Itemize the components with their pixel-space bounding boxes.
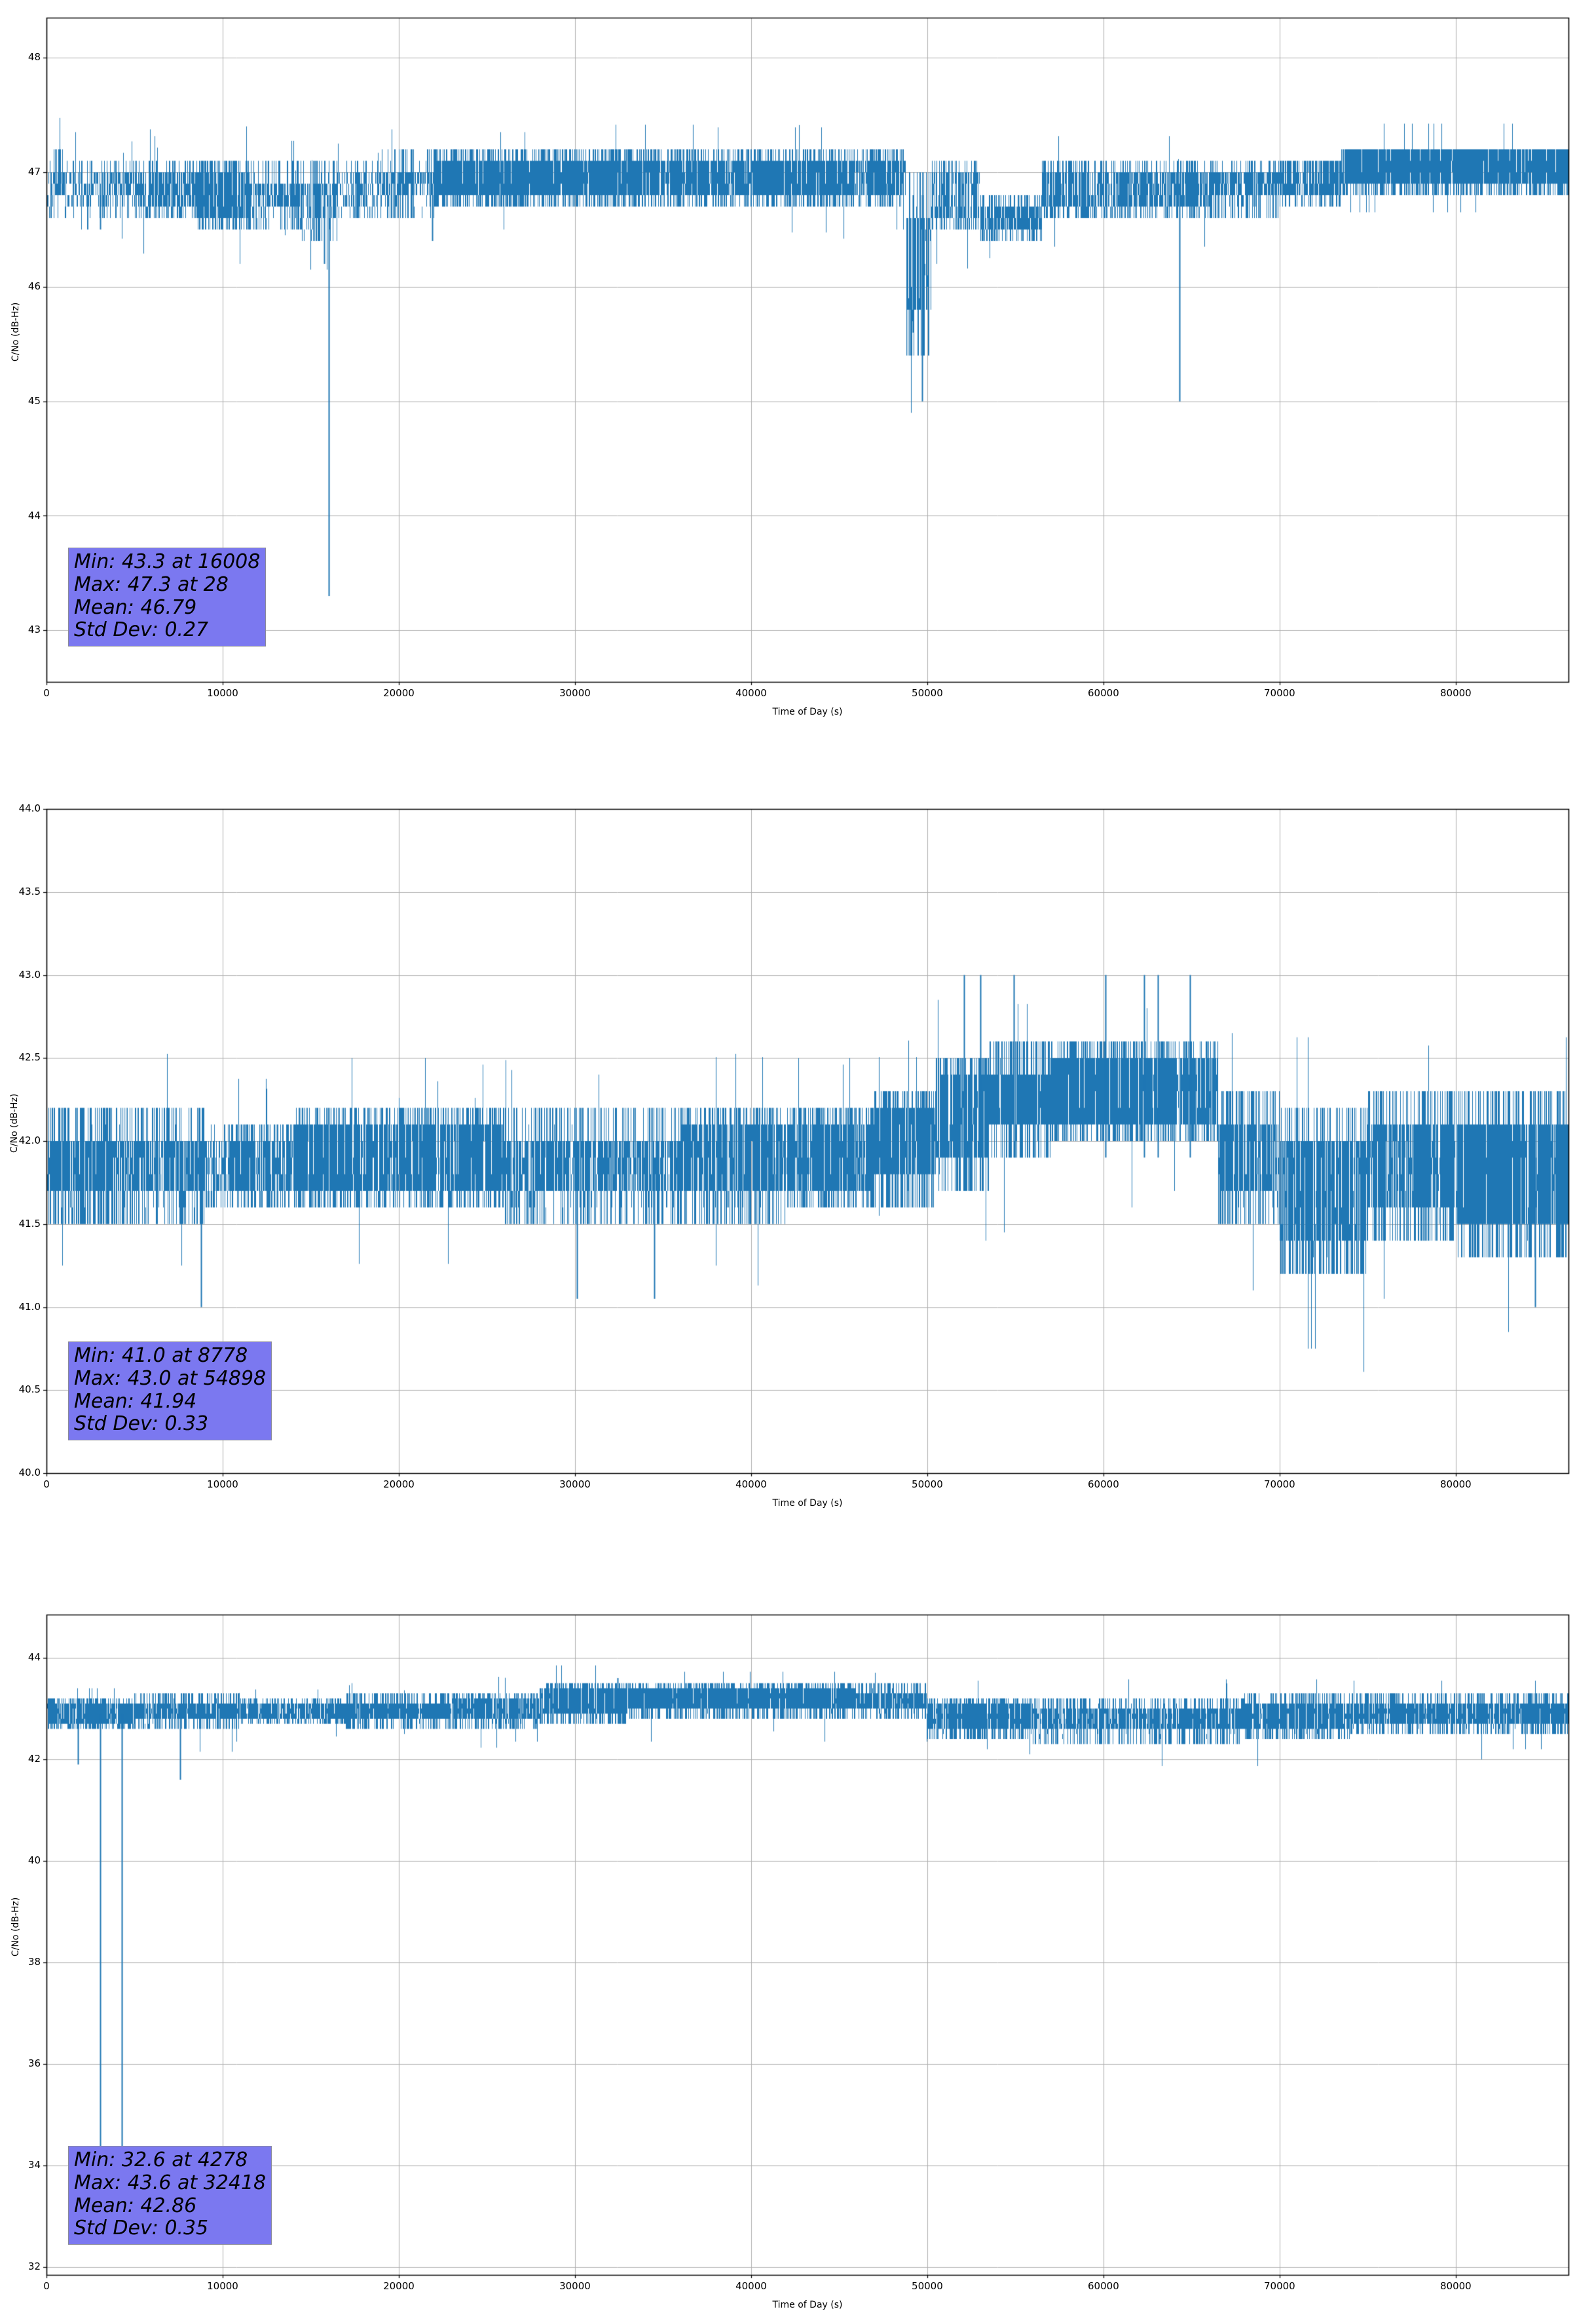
stats-annotation-box: Min: 32.6 at 4278 Max: 43.6 at 32418 Mean:… bbox=[68, 2146, 272, 2245]
stats-min-line: Min: 43.3 at 16008 bbox=[74, 550, 261, 573]
y-axis-tick-label: 43 bbox=[28, 624, 41, 636]
y-axis-tick-label: 45 bbox=[28, 394, 41, 407]
x-axis-tick-label: 50000 bbox=[912, 2280, 943, 2292]
y-axis-tick-label: 43.5 bbox=[18, 885, 41, 897]
x-axis-tick-label: 30000 bbox=[559, 1478, 591, 1490]
y-axis-tick-label: 40 bbox=[28, 1854, 41, 1867]
chart-panel-kansas-city: Kansas City - Week 2261 Day 4 - PRN 135 … bbox=[0, 0, 1577, 732]
y-axis-tick-label: 36 bbox=[28, 2057, 41, 2070]
x-axis-tick-label: 50000 bbox=[912, 687, 943, 699]
x-axis-tick-label: 40000 bbox=[735, 2280, 767, 2292]
stats-mean-line: Mean: 41.94 bbox=[74, 1389, 197, 1413]
x-axis-tick-label: 20000 bbox=[383, 1478, 415, 1490]
x-axis-tick-label: 60000 bbox=[1088, 2280, 1119, 2292]
x-axis-tick-label: 10000 bbox=[207, 1478, 238, 1490]
y-axis-label: C/No (dB-Hz) bbox=[9, 1094, 20, 1153]
x-axis-tick-label: 50000 bbox=[912, 1478, 943, 1490]
x-axis-tick-label: 80000 bbox=[1439, 687, 1472, 699]
y-axis-tick-label: 40.0 bbox=[18, 1467, 41, 1478]
y-axis-tick-label: 43.0 bbox=[18, 968, 41, 981]
stats-max-line: Max: 47.3 at 28 bbox=[74, 572, 229, 596]
x-axis-tick-label: 0 bbox=[43, 2280, 50, 2292]
x-axis-tick-label: 60000 bbox=[1088, 1478, 1119, 1490]
x-axis-tick-label: 10000 bbox=[207, 2280, 238, 2292]
x-axis-label: Time of Day (s) bbox=[772, 707, 843, 717]
stats-annotation-box: Min: 41.0 at 8778 Max: 43.0 at 54898 Mean:… bbox=[68, 1341, 272, 1441]
x-axis-tick-label: 40000 bbox=[735, 1478, 767, 1490]
x-axis-tick-label: 70000 bbox=[1264, 687, 1295, 699]
x-axis-tick-label: 80000 bbox=[1439, 1478, 1472, 1490]
y-axis-label: C/No (dB-Hz) bbox=[10, 303, 21, 362]
y-axis-tick-label: 41.5 bbox=[18, 1217, 41, 1229]
stats-stddev-line: Std Dev: 0.33 bbox=[74, 1412, 209, 1436]
y-axis-tick-label: 42.0 bbox=[18, 1134, 41, 1146]
x-axis-tick-label: 0 bbox=[43, 1478, 50, 1490]
y-axis-tick-label: 42 bbox=[28, 1752, 41, 1765]
y-axis-tick-label: 32 bbox=[28, 2260, 41, 2273]
y-axis-tick-label: 38 bbox=[28, 1956, 41, 1968]
stats-stddev-line: Std Dev: 0.27 bbox=[74, 618, 209, 642]
stats-max-line: Max: 43.0 at 54898 bbox=[74, 1366, 267, 1390]
x-axis-tick-label: 30000 bbox=[559, 2280, 591, 2292]
x-axis-tick-label: 80000 bbox=[1439, 2280, 1472, 2292]
x-axis-tick-label: 20000 bbox=[383, 687, 415, 699]
x-axis-tick-label: 20000 bbox=[383, 2280, 415, 2292]
y-axis-label: C/No (dB-Hz) bbox=[10, 1898, 21, 1957]
x-axis-tick-label: 70000 bbox=[1264, 1478, 1295, 1490]
y-axis-tick-label: 46 bbox=[28, 280, 41, 292]
x-axis-tick-label: 0 bbox=[43, 687, 50, 699]
stats-mean-line: Mean: 46.79 bbox=[74, 595, 197, 619]
y-axis-tick-label: 48 bbox=[28, 51, 41, 64]
y-axis-tick-label: 44 bbox=[28, 1651, 41, 1663]
y-axis-tick-label: 44 bbox=[28, 509, 41, 521]
chart-panel-juneau: Juneau - Week 2261 Day 4 - PRN 135 C/No … bbox=[0, 791, 1577, 1524]
y-axis-tick-label: 47 bbox=[28, 166, 41, 178]
stats-stddev-line: Std Dev: 0.35 bbox=[74, 2217, 209, 2240]
x-axis-label: Time of Day (s) bbox=[772, 1498, 843, 1509]
y-axis-tick-label: 44.0 bbox=[18, 802, 41, 814]
x-axis-tick-label: 60000 bbox=[1088, 687, 1119, 699]
x-axis-tick-label: 10000 bbox=[207, 687, 238, 699]
x-axis-tick-label: 30000 bbox=[559, 687, 591, 699]
stats-min-line: Min: 41.0 at 8778 bbox=[74, 1344, 248, 1367]
y-axis-tick-label: 42.5 bbox=[18, 1051, 41, 1064]
stats-mean-line: Mean: 42.86 bbox=[74, 2194, 197, 2217]
stats-annotation-box: Min: 43.3 at 16008 Max: 47.3 at 28 Mean: 4… bbox=[68, 548, 267, 647]
y-axis-tick-label: 40.5 bbox=[18, 1383, 41, 1396]
stats-max-line: Max: 43.6 at 32418 bbox=[74, 2171, 267, 2194]
y-axis-tick-label: 41.0 bbox=[18, 1300, 41, 1313]
x-axis-tick-label: 40000 bbox=[735, 687, 767, 699]
y-axis-tick-label: 34 bbox=[28, 2159, 41, 2171]
x-axis-tick-label: 70000 bbox=[1264, 2280, 1295, 2292]
x-axis-label: Time of Day (s) bbox=[772, 2300, 843, 2310]
chart-panel-boston: Boston - Week 2261 Day 4 - PRN 135 C/No … bbox=[0, 1597, 1577, 2324]
stats-min-line: Min: 32.6 at 4278 bbox=[74, 2148, 248, 2171]
